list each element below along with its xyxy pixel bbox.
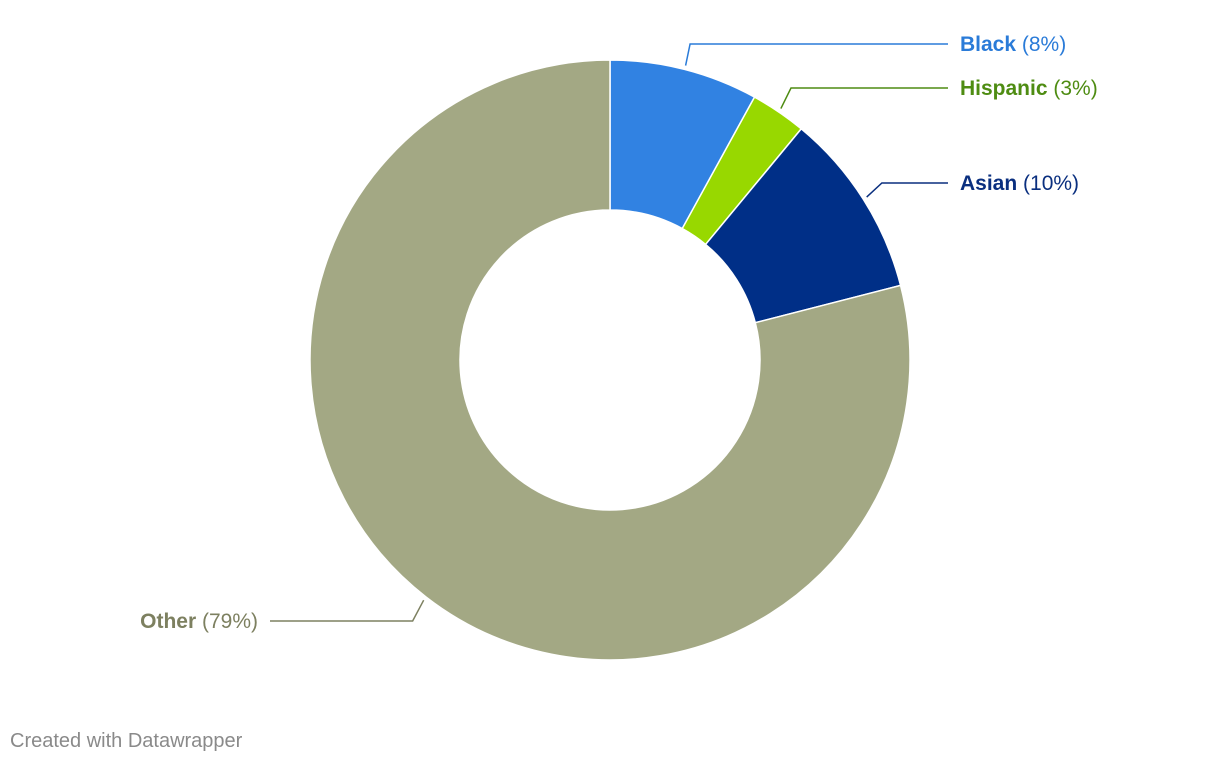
label-value-hispanic: (3%) xyxy=(1048,77,1098,100)
leader-line-other xyxy=(270,599,425,622)
label-value-black: (8%) xyxy=(1016,33,1066,56)
label-hispanic: Hispanic (3%) xyxy=(960,77,1098,100)
label-black: Black (8%) xyxy=(960,33,1066,56)
leader-line-hispanic xyxy=(780,87,948,109)
leader-line-black xyxy=(684,43,948,66)
label-name-other: Other xyxy=(140,610,196,633)
credit-text: Created with Datawrapper xyxy=(10,730,243,752)
label-name-black: Black xyxy=(960,33,1016,56)
labels-group: Black (8%) Hispanic (3%) Asian (10%) Other … xyxy=(140,33,1098,633)
label-value-asian: (10%) xyxy=(1017,172,1079,195)
label-other: Other (79%) xyxy=(140,610,258,633)
label-asian: Asian (10%) xyxy=(960,172,1079,195)
label-name-hispanic: Hispanic xyxy=(960,77,1048,100)
leader-lines-group xyxy=(270,43,948,622)
slice-other xyxy=(309,59,911,661)
leader-line-asian xyxy=(866,182,948,198)
label-value-other: (79%) xyxy=(196,610,258,633)
slices-group xyxy=(309,59,911,661)
label-name-asian: Asian xyxy=(960,172,1017,195)
